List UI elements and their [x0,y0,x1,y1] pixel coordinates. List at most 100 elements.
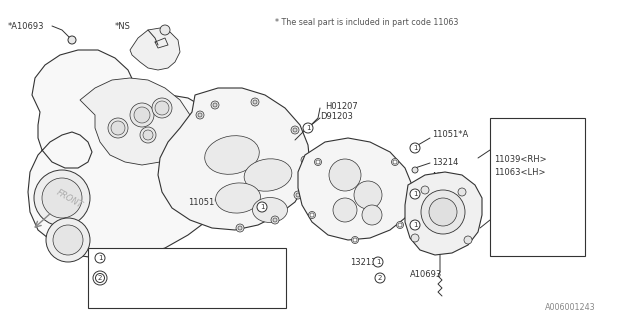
Circle shape [464,236,472,244]
Circle shape [303,158,307,162]
Text: A91055 ('12MY1102-): A91055 ('12MY1102-) [116,289,202,298]
Circle shape [213,103,217,107]
Text: 2: 2 [378,275,382,281]
Circle shape [412,167,418,173]
Circle shape [140,127,156,143]
Text: A006001243: A006001243 [545,303,596,312]
Polygon shape [405,172,482,255]
Ellipse shape [244,159,292,191]
Circle shape [392,158,399,165]
Circle shape [301,156,309,164]
Ellipse shape [216,183,260,213]
Circle shape [397,221,403,228]
Circle shape [111,121,125,135]
Text: 1: 1 [306,125,310,131]
Polygon shape [28,50,232,260]
Circle shape [134,107,150,123]
Circle shape [108,118,128,138]
Text: A10693: A10693 [410,270,442,279]
Circle shape [351,236,358,244]
Circle shape [46,218,90,262]
Text: 1: 1 [376,259,380,265]
Circle shape [421,190,465,234]
Text: 13214: 13214 [432,158,458,167]
Text: D91203: D91203 [320,112,353,121]
Bar [88,248,286,308]
Circle shape [273,218,277,222]
Polygon shape [298,138,412,240]
Bar [490,118,585,256]
Text: 1: 1 [413,145,417,151]
Polygon shape [130,28,180,70]
Text: FRONT: FRONT [55,188,84,210]
Circle shape [293,128,297,132]
Circle shape [314,158,321,165]
Circle shape [238,226,242,230]
Text: 1: 1 [413,191,417,197]
Text: 2: 2 [98,275,102,281]
Circle shape [333,198,357,222]
Circle shape [373,257,383,267]
Circle shape [68,36,76,44]
Circle shape [296,193,300,197]
Text: NS: NS [432,172,444,181]
Circle shape [196,111,204,119]
Circle shape [410,189,420,199]
Circle shape [93,271,107,285]
Circle shape [186,126,210,150]
Ellipse shape [205,136,259,174]
Circle shape [152,98,172,118]
Text: 15027*A: 15027*A [116,254,152,263]
Circle shape [308,212,316,219]
Circle shape [429,198,457,226]
Text: NS: NS [432,200,444,209]
Circle shape [458,188,466,196]
Text: 11051*A: 11051*A [188,198,224,207]
Text: 10993*A: 10993*A [432,182,468,191]
Circle shape [253,100,257,104]
Text: 10993*B: 10993*B [432,212,468,221]
Circle shape [303,123,313,133]
Text: 1: 1 [98,255,102,261]
Circle shape [211,101,219,109]
Circle shape [95,253,105,263]
Text: H01207: H01207 [325,102,358,111]
Circle shape [375,273,385,283]
Circle shape [421,186,429,194]
Text: A91039 (-'11MY1108): A91039 (-'11MY1108) [116,272,202,281]
Circle shape [236,224,244,232]
Polygon shape [80,78,192,165]
Text: 1: 1 [413,222,417,228]
Circle shape [398,223,402,227]
Circle shape [257,202,267,212]
Circle shape [353,238,357,242]
Circle shape [130,103,154,127]
Circle shape [329,159,361,191]
Circle shape [143,130,153,140]
Circle shape [251,98,259,106]
Circle shape [294,191,302,199]
Circle shape [316,160,320,164]
Text: 13213: 13213 [350,258,376,267]
Circle shape [410,143,420,153]
Text: 11063<LH>: 11063<LH> [494,168,545,177]
Circle shape [198,113,202,117]
Text: 1: 1 [260,204,264,210]
Circle shape [200,148,220,168]
Text: 11039<RH>: 11039<RH> [494,155,547,164]
Circle shape [291,126,299,134]
Text: 11051*A: 11051*A [432,130,468,139]
Circle shape [42,178,82,218]
Circle shape [271,216,279,224]
Circle shape [354,181,382,209]
Circle shape [160,25,170,35]
Circle shape [410,220,420,230]
Circle shape [310,213,314,217]
Circle shape [155,101,169,115]
Circle shape [186,163,204,181]
Text: * The seal part is included in part code 11063: * The seal part is included in part code… [275,18,458,27]
Text: *A10693: *A10693 [8,22,45,31]
Circle shape [34,170,90,226]
Circle shape [393,160,397,164]
Circle shape [362,205,382,225]
